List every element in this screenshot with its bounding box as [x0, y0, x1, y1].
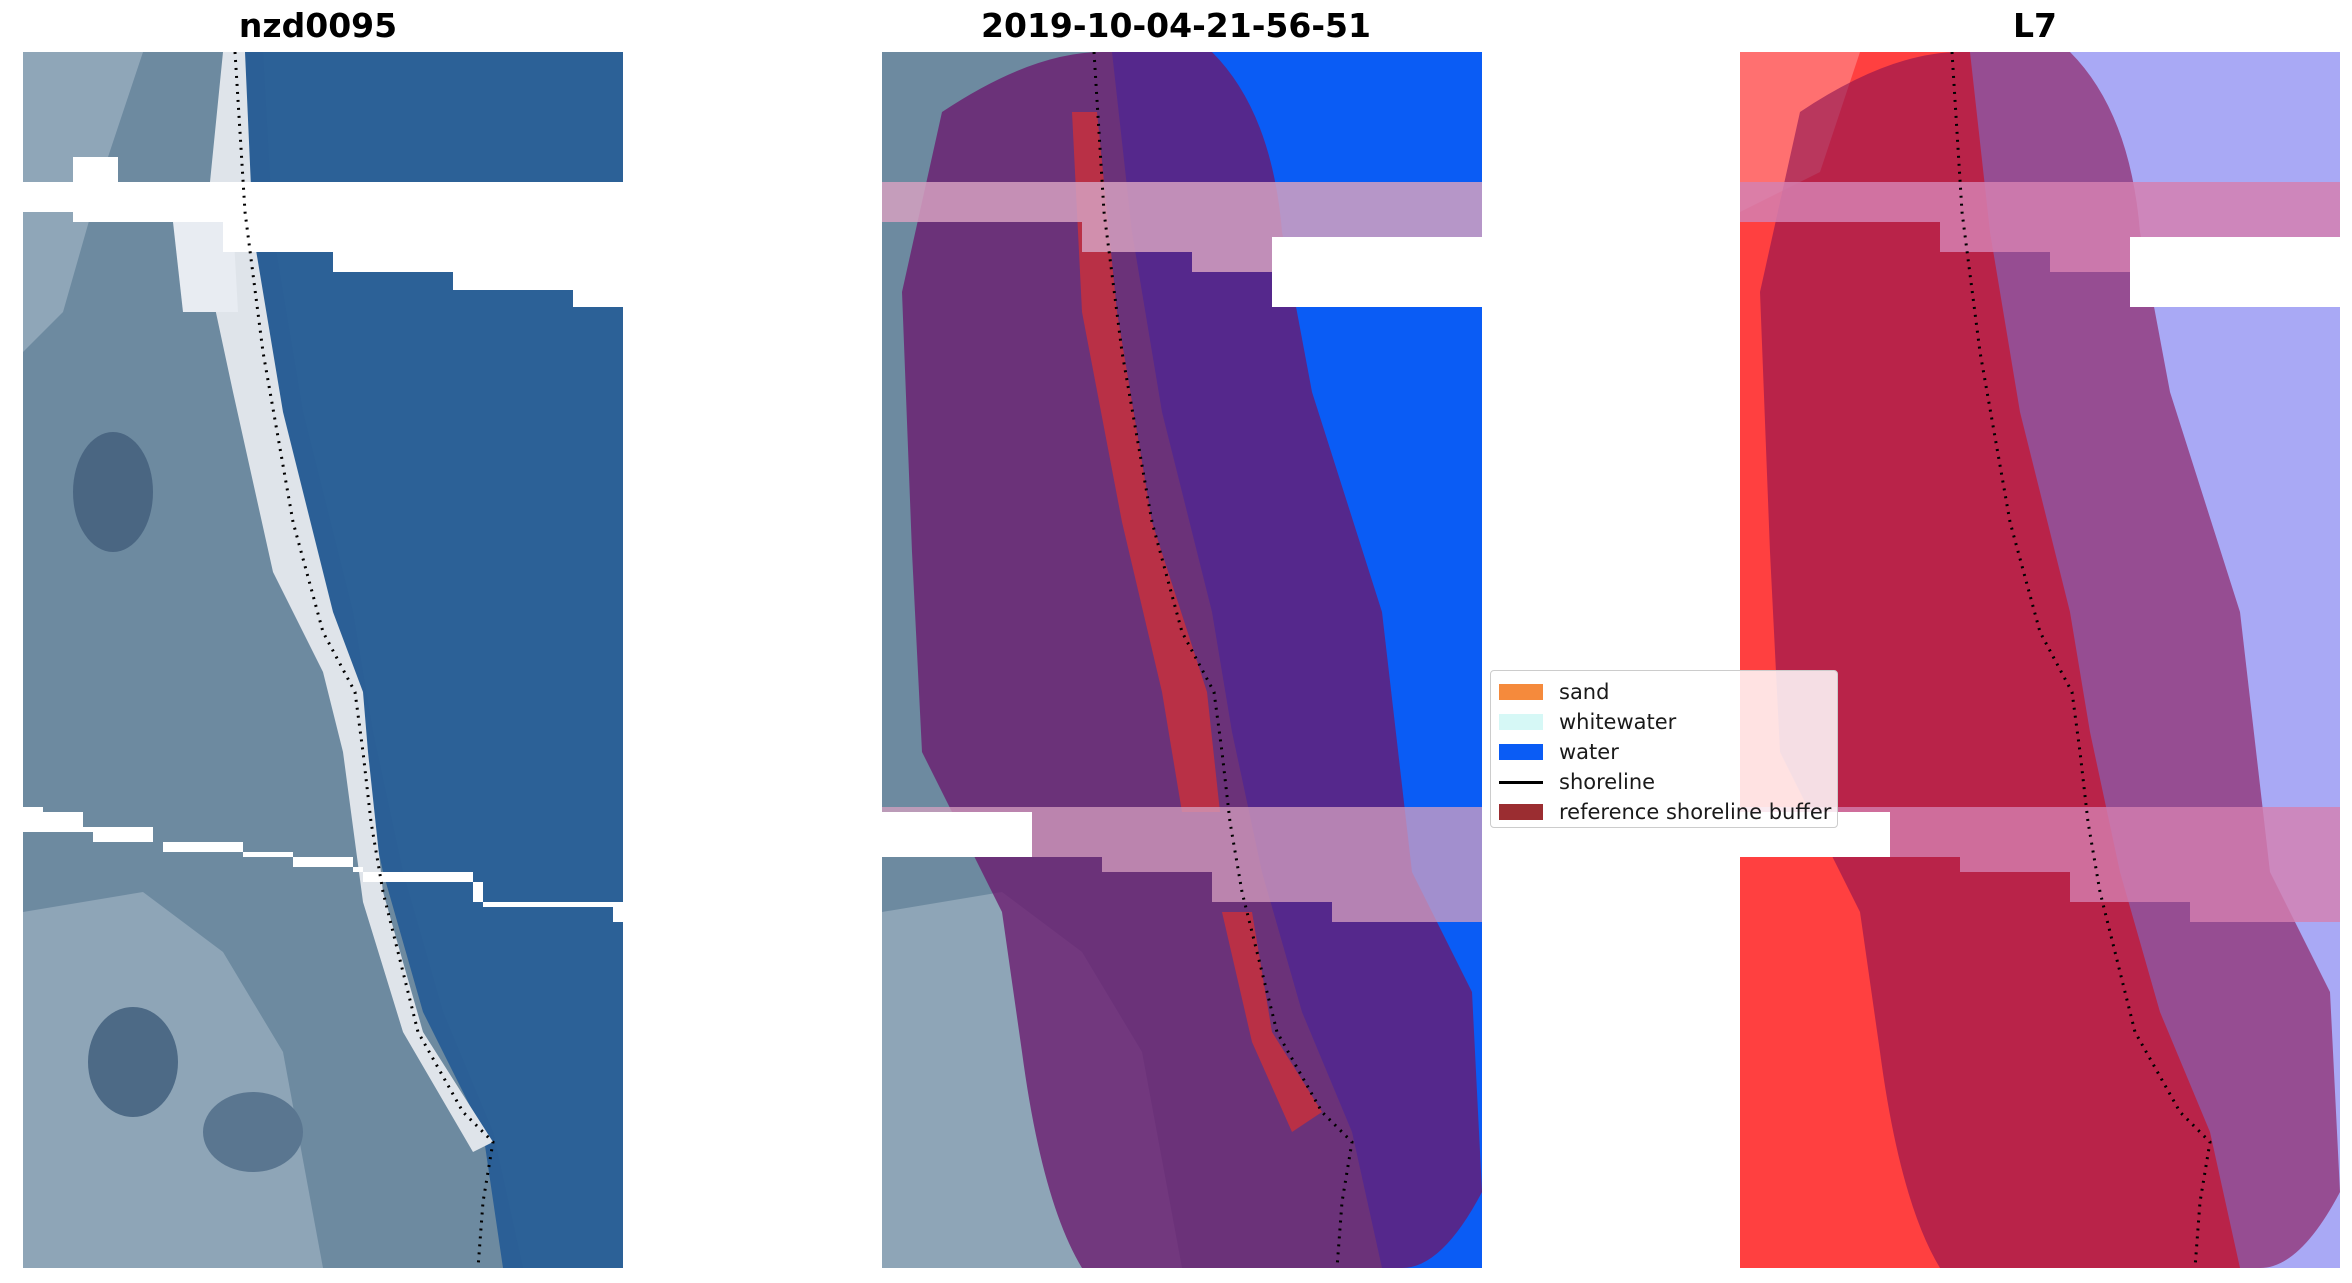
legend-item-reference-buffer: reference shoreline buffer — [1499, 797, 1832, 827]
shoreline-line — [233, 52, 495, 1268]
panel-title-rgb: nzd0095 — [238, 6, 398, 45]
legend-swatch-water — [1499, 744, 1543, 760]
shoreline-line — [1950, 52, 2212, 1268]
legend-item-water: water — [1499, 737, 1829, 767]
legend-swatch-whitewater — [1499, 714, 1543, 730]
panel-title-ndwi: L7 — [2013, 6, 2057, 45]
ndwi-image — [1740, 52, 2340, 1268]
legend-item-whitewater: whitewater — [1499, 707, 1829, 737]
classified-image — [882, 52, 1482, 1268]
shoreline-line — [1092, 52, 1354, 1268]
panel-title-classified: 2019-10-04-21-56-51 — [981, 6, 1371, 45]
legend-item-sand: sand — [1499, 677, 1829, 707]
legend-item-shoreline: shoreline — [1499, 767, 1829, 797]
legend-label-reference-buffer: reference shoreline buffer — [1559, 800, 1832, 824]
legend-label-shoreline: shoreline — [1559, 770, 1656, 794]
legend-label-water: water — [1559, 740, 1619, 764]
legend-swatch-reference-buffer — [1499, 804, 1543, 820]
legend-swatch-shoreline — [1499, 780, 1543, 784]
rgb-satellite-image — [23, 52, 623, 1268]
legend-label-whitewater: whitewater — [1559, 710, 1677, 734]
legend: sand whitewater water shoreline referenc… — [1490, 670, 1838, 828]
legend-label-sand: sand — [1559, 680, 1610, 704]
legend-swatch-sand — [1499, 684, 1543, 700]
